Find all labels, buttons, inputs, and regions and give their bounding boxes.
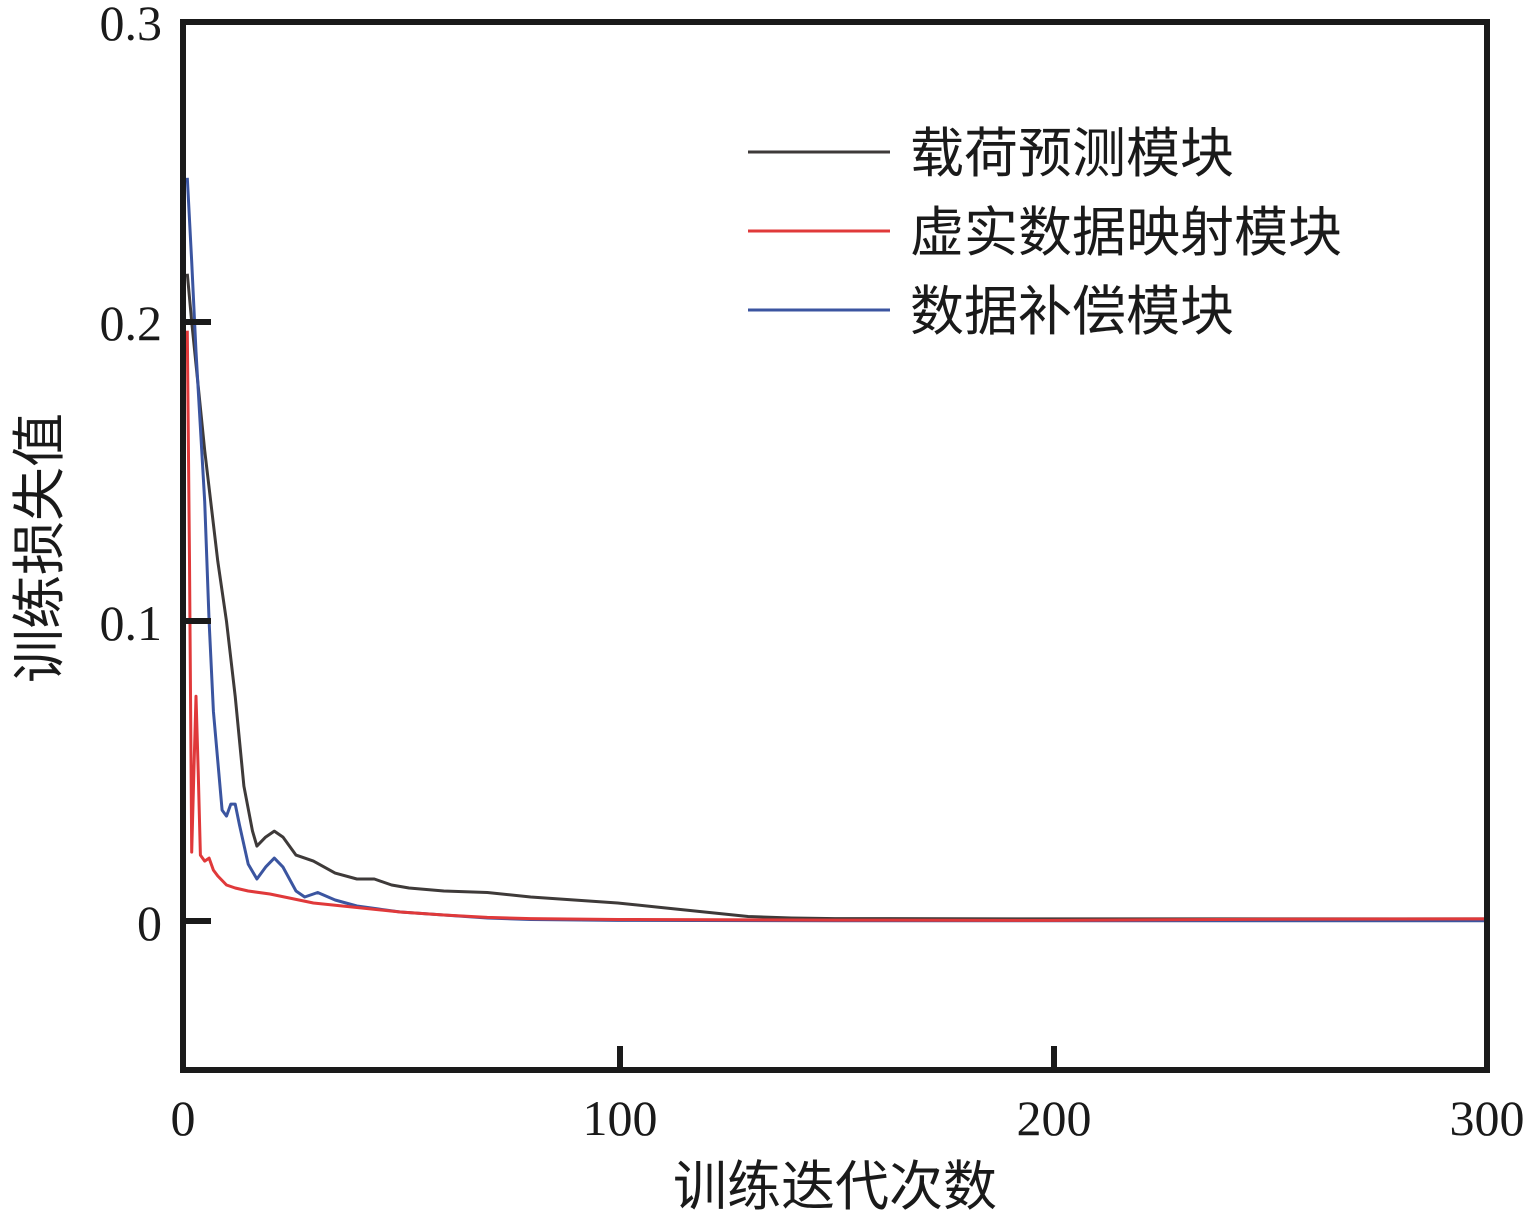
x-tick-label-100: 100: [583, 1090, 658, 1146]
y-tick-label-0.3: 0.3: [100, 0, 163, 51]
y-tick-label-0: 0: [137, 895, 162, 951]
legend-label-data-compensation: 数据补偿模块: [910, 280, 1234, 343]
x-axis-ticks: [617, 1046, 1057, 1070]
x-tick-label-300: 300: [1450, 1090, 1525, 1146]
legend-label-virtual-real-mapping: 虚实数据映射模块: [910, 201, 1342, 264]
y-tick-label-0.2: 0.2: [100, 295, 163, 351]
legend-label-load-prediction: 载荷预测模块: [910, 122, 1234, 185]
x-tick-label-200: 200: [1017, 1090, 1092, 1146]
series-line-0: [185, 273, 1487, 921]
y-axis-ticks: [183, 319, 211, 924]
series-line-1: [185, 330, 1488, 922]
y-tick-label-0.1: 0.1: [100, 595, 163, 651]
legend: 载荷预测模块 虚实数据映射模块 数据补偿模块: [748, 122, 1342, 343]
y-axis-title: 训练损失值: [8, 413, 71, 683]
series-line-2: [185, 177, 1487, 923]
x-axis-title: 训练迭代次数: [673, 1155, 997, 1218]
series-layer: [185, 177, 1488, 923]
x-tick-label-0: 0: [171, 1090, 196, 1146]
plot-frame: [180, 19, 1490, 1073]
